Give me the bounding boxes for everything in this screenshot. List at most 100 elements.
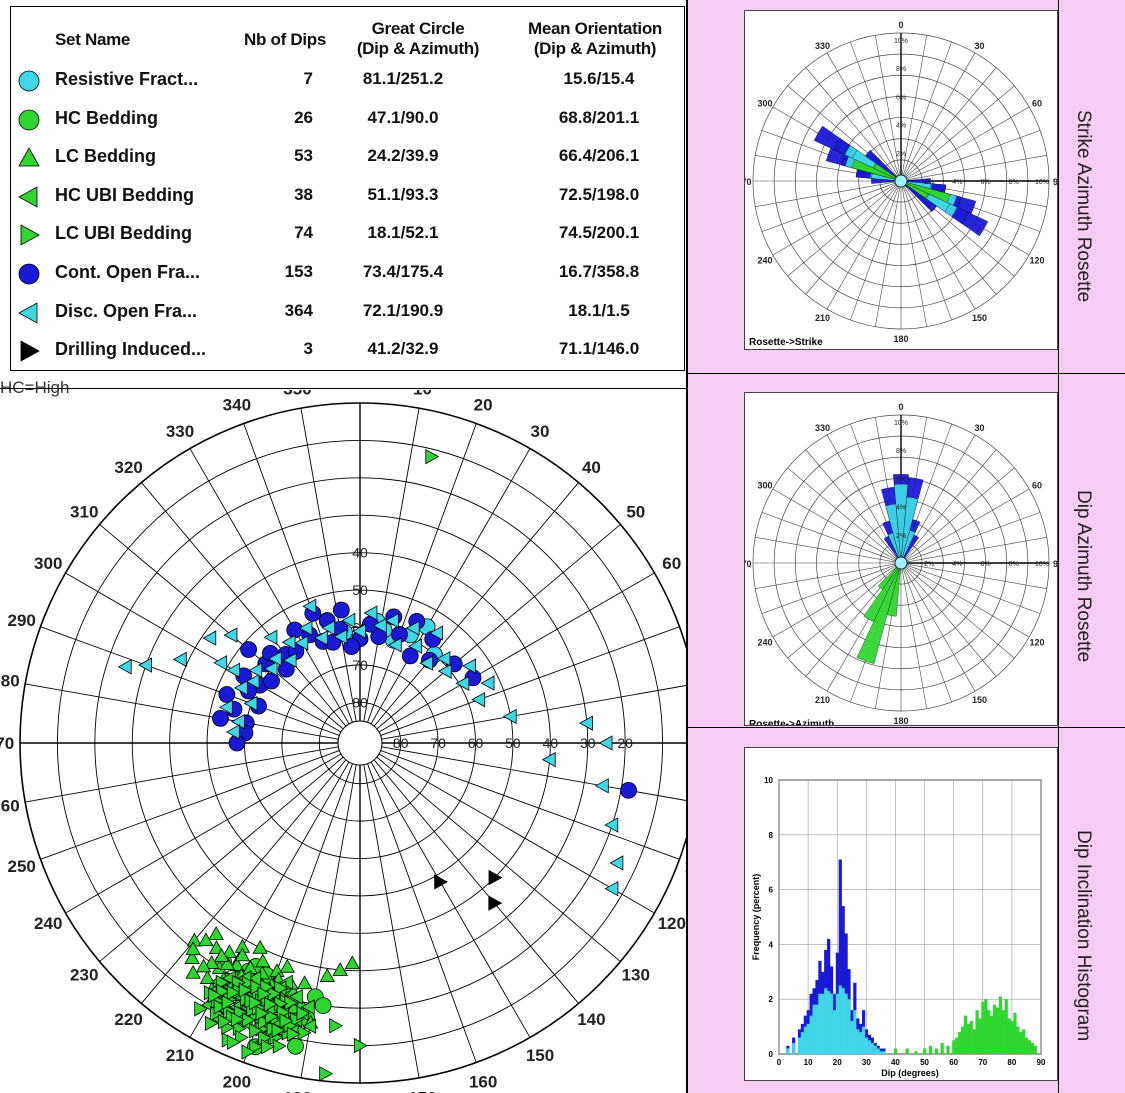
rose-radial-label: 4%	[896, 123, 906, 130]
azimuth-label: 20	[474, 396, 493, 415]
grid-spoke	[367, 423, 477, 723]
strike-rosette-chart: 0 30 60 90 120 150 180 210 240 270 300 330 2% 2% 4% 4% 6…	[736, 20, 1063, 348]
rose-radial-label: 8%	[1009, 179, 1019, 186]
stereonet-point	[263, 661, 278, 677]
header-mean-orientation-line1: Mean Orientation	[527, 19, 663, 38]
stereonet-plot: 0102030405060708090100110120130140150160…	[0, 390, 686, 1093]
rose-azimuth-label: 210	[815, 313, 830, 323]
legend-mean-orientation: 18.1/1.5	[568, 300, 630, 320]
azimuth-label: 60	[662, 554, 681, 573]
rose-spoke	[875, 35, 901, 176]
histogram-bar	[818, 993, 822, 1054]
histogram-bar	[838, 859, 842, 1054]
legend-great-circle: 24.2/39.9	[367, 146, 439, 166]
legend-row: Disc. Open Fra... 364 72.1/190.9 18.1/1.5	[11, 293, 686, 331]
azimuth-label: 120	[658, 914, 686, 933]
strike-rosette-panel: 0 30 60 90 120 150 180 210 240 270 300 330 2% 2% 4% 4% 6…	[736, 10, 1063, 350]
radial-label-north: 40	[352, 545, 368, 561]
grid-spoke	[25, 683, 339, 740]
rose-azimuth-label: 330	[815, 41, 830, 51]
azimuth-label: 220	[114, 1010, 142, 1029]
histogram-bar	[856, 1029, 860, 1054]
stereonet-point	[198, 932, 214, 947]
histogram-bar	[998, 996, 1002, 1054]
rose-spoke	[906, 537, 1047, 563]
stereonet-point	[249, 1039, 264, 1055]
rose-spoke	[805, 67, 898, 177]
azimuth-label: 170	[408, 1089, 436, 1093]
histogram-bar	[946, 1045, 950, 1054]
histogram-bar	[960, 1026, 965, 1054]
histogram-bar	[1013, 1012, 1017, 1054]
histogram-bar	[864, 1037, 869, 1054]
histogram-bar	[981, 1001, 985, 1054]
histogram-bar	[1004, 999, 1008, 1054]
grid-spoke	[300, 408, 357, 722]
legend-marker	[18, 301, 38, 324]
legend-set-name: Resistive Fract...	[55, 69, 199, 89]
histogram-x-tick: 0	[777, 1058, 782, 1067]
stereonet-point	[195, 958, 212, 973]
stereonet-point	[226, 1034, 241, 1050]
legend-row: LC Bedding 53 24.2/39.9 66.4/206.1	[11, 138, 686, 176]
rose-azimuth-label: 60	[1032, 99, 1042, 109]
histogram-bar	[990, 1015, 994, 1054]
rose-radial-label: 6%	[896, 476, 906, 483]
azimuth-label: 320	[114, 458, 142, 477]
rose-spoke	[906, 488, 1030, 561]
grid-spoke	[141, 759, 347, 1004]
legend-set-name: HC UBI Bedding	[55, 184, 194, 205]
stereonet-point	[264, 996, 278, 1013]
histogram-bar	[963, 1015, 968, 1054]
histogram-bar	[987, 1010, 991, 1054]
stereonet-point	[541, 751, 556, 768]
rose-spoke	[901, 35, 927, 176]
histogram-bar	[1001, 1010, 1005, 1054]
stereonet-point	[282, 652, 297, 668]
azimuth-label: 160	[469, 1072, 497, 1091]
stereonet-point	[252, 939, 268, 954]
azimuth-label: 190	[283, 1089, 311, 1093]
stereonet-point	[333, 628, 348, 645]
histogram-x-tick: 50	[920, 1058, 929, 1067]
histogram-bar	[850, 1021, 854, 1054]
grid-spoke	[40, 626, 340, 736]
rose-petal	[863, 562, 902, 622]
stereonet-point	[344, 955, 360, 970]
histogram-bar	[873, 1045, 877, 1054]
histogram-bar	[838, 985, 842, 1054]
legend-marker	[18, 147, 40, 167]
legend-nb-dips: 74	[294, 223, 313, 243]
histogram-bar	[1027, 1040, 1032, 1054]
rose-spoke	[761, 182, 896, 232]
histogram-bar	[995, 1007, 1000, 1054]
stereonet-point	[249, 995, 263, 1011]
stereonet-point	[286, 1026, 301, 1042]
label-dip-azimuth-rosette: Dip Azimuth Rosette	[1073, 490, 1094, 663]
legend-nb-dips: 26	[294, 107, 313, 127]
grid-spoke	[65, 753, 342, 914]
rose-radial-label: 4%	[896, 505, 906, 512]
rose-azimuth-label: 240	[758, 256, 773, 266]
stereonet-point	[221, 994, 236, 1011]
rose-spoke	[904, 185, 997, 295]
stereonet-point	[332, 601, 350, 619]
radial-label-east: 60	[468, 735, 484, 751]
azimuth-label: 260	[0, 797, 20, 816]
rose-spoke	[805, 185, 898, 295]
histogram-bar	[928, 1045, 933, 1054]
legend-row: HC UBI Bedding 38 51.1/93.3 72.5/198.0	[11, 177, 686, 215]
stereonet-point	[223, 627, 238, 643]
grid-spoke	[380, 626, 680, 736]
grid-spoke	[367, 763, 477, 1063]
rose-spoke	[901, 568, 927, 709]
legend-row: LC UBI Bedding 74 18.1/52.1 74.5/200.1	[11, 215, 686, 253]
stereonet-point	[405, 620, 420, 636]
stereonet-point	[296, 975, 313, 990]
stereonet-point	[594, 778, 609, 794]
rose-azimuth-label: 60	[1032, 481, 1042, 491]
azimuth-label: 300	[34, 554, 62, 573]
stereonet-point	[352, 623, 367, 639]
stereonet-point	[313, 630, 328, 646]
stereonet-grid	[19, 402, 686, 1084]
